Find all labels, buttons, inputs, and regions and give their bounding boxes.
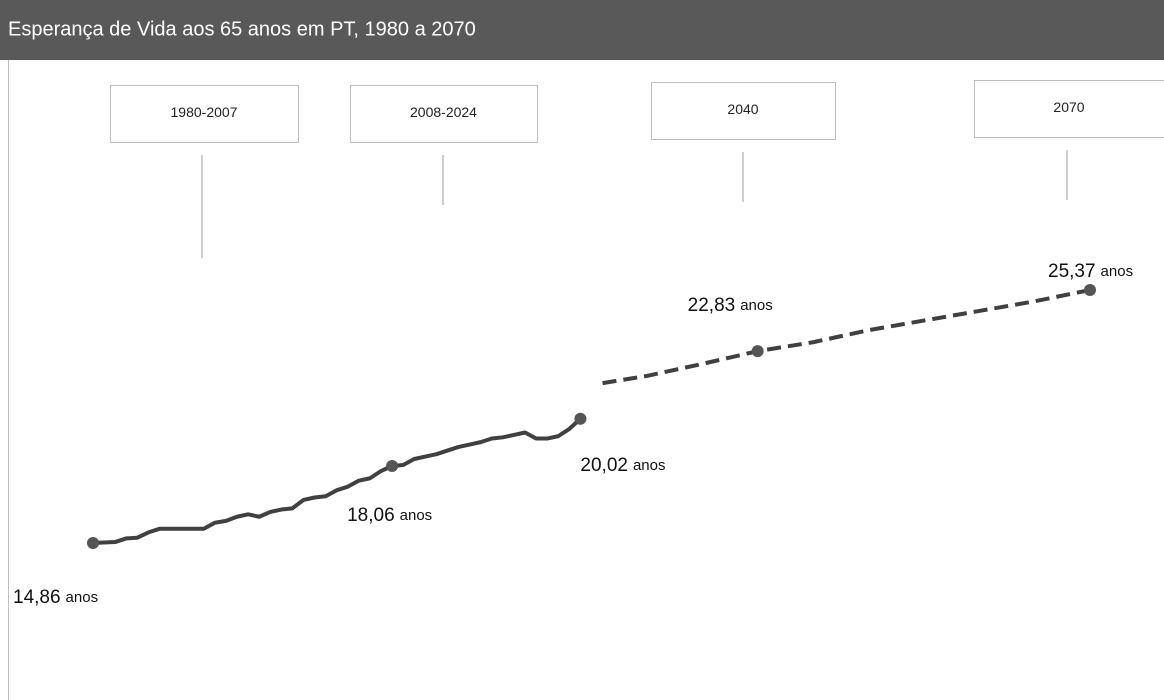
- value-unit: anos: [400, 507, 433, 524]
- value-label: 22,83 anos: [688, 295, 773, 316]
- value-unit: anos: [633, 457, 666, 474]
- period-box: [651, 82, 836, 140]
- value-number: 22,83: [688, 295, 736, 316]
- period-box: [110, 85, 299, 143]
- value-unit: anos: [66, 589, 99, 606]
- point-marker: [751, 345, 764, 358]
- point-marker: [87, 537, 99, 549]
- point-marker: [574, 412, 587, 425]
- value-number: 14,86: [13, 587, 61, 608]
- value-label: 20,02 anos: [580, 455, 665, 476]
- value-label: 14,86 anos: [13, 587, 98, 608]
- point-marker: [1084, 284, 1096, 296]
- period-box: [974, 80, 1164, 138]
- period-label: 2070: [1053, 99, 1084, 115]
- value-unit: anos: [740, 297, 773, 314]
- period-box: [350, 85, 538, 143]
- period-label: 1980-2007: [171, 104, 238, 120]
- point-marker: [386, 459, 399, 472]
- title-bar: [0, 0, 1164, 60]
- value-label: 18,06 anos: [347, 505, 432, 526]
- period-label: 2040: [727, 101, 758, 117]
- value-unit: anos: [1101, 263, 1134, 280]
- value-number: 20,02: [580, 455, 628, 476]
- value-number: 25,37: [1048, 261, 1096, 282]
- period-label: 2008-2024: [410, 104, 477, 120]
- value-number: 18,06: [347, 505, 395, 526]
- value-label: 25,37 anos: [1048, 261, 1133, 282]
- line: [602, 288, 1091, 386]
- chart-title: Esperança de Vida aos 65 anos em PT, 198…: [8, 18, 476, 40]
- line: [92, 417, 582, 545]
